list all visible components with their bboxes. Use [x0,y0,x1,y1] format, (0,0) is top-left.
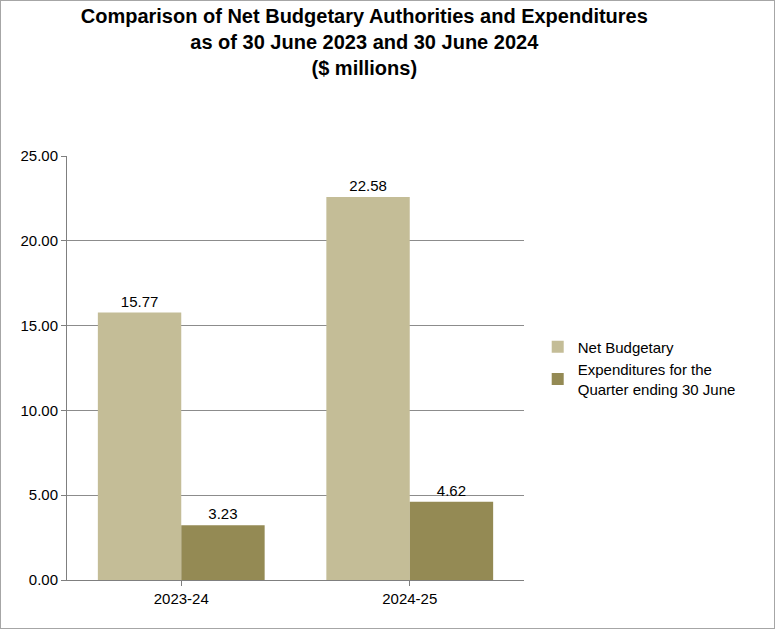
svg-text:0.00: 0.00 [29,571,58,588]
svg-text:Comparison of Net Budgetary Au: Comparison of Net Budgetary Authorities … [81,5,648,79]
svg-text:4.62: 4.62 [437,482,466,499]
svg-text:2023-24: 2023-24 [154,590,209,607]
svg-text:22.58: 22.58 [349,177,387,194]
svg-text:15.77: 15.77 [121,293,159,310]
svg-text:10.00: 10.00 [20,402,58,419]
svg-text:3.23: 3.23 [208,505,237,522]
svg-text:5.00: 5.00 [29,486,58,503]
svg-text:15.00: 15.00 [20,317,58,334]
svg-text:25.00: 25.00 [20,147,58,164]
svg-text:2024-25: 2024-25 [382,590,437,607]
svg-text:Expenditures for theQuarter en: Expenditures for theQuarter ending 30 Ju… [578,361,736,398]
svg-text:20.00: 20.00 [20,232,58,249]
svg-text:Net Budgetary: Net Budgetary [578,339,674,356]
